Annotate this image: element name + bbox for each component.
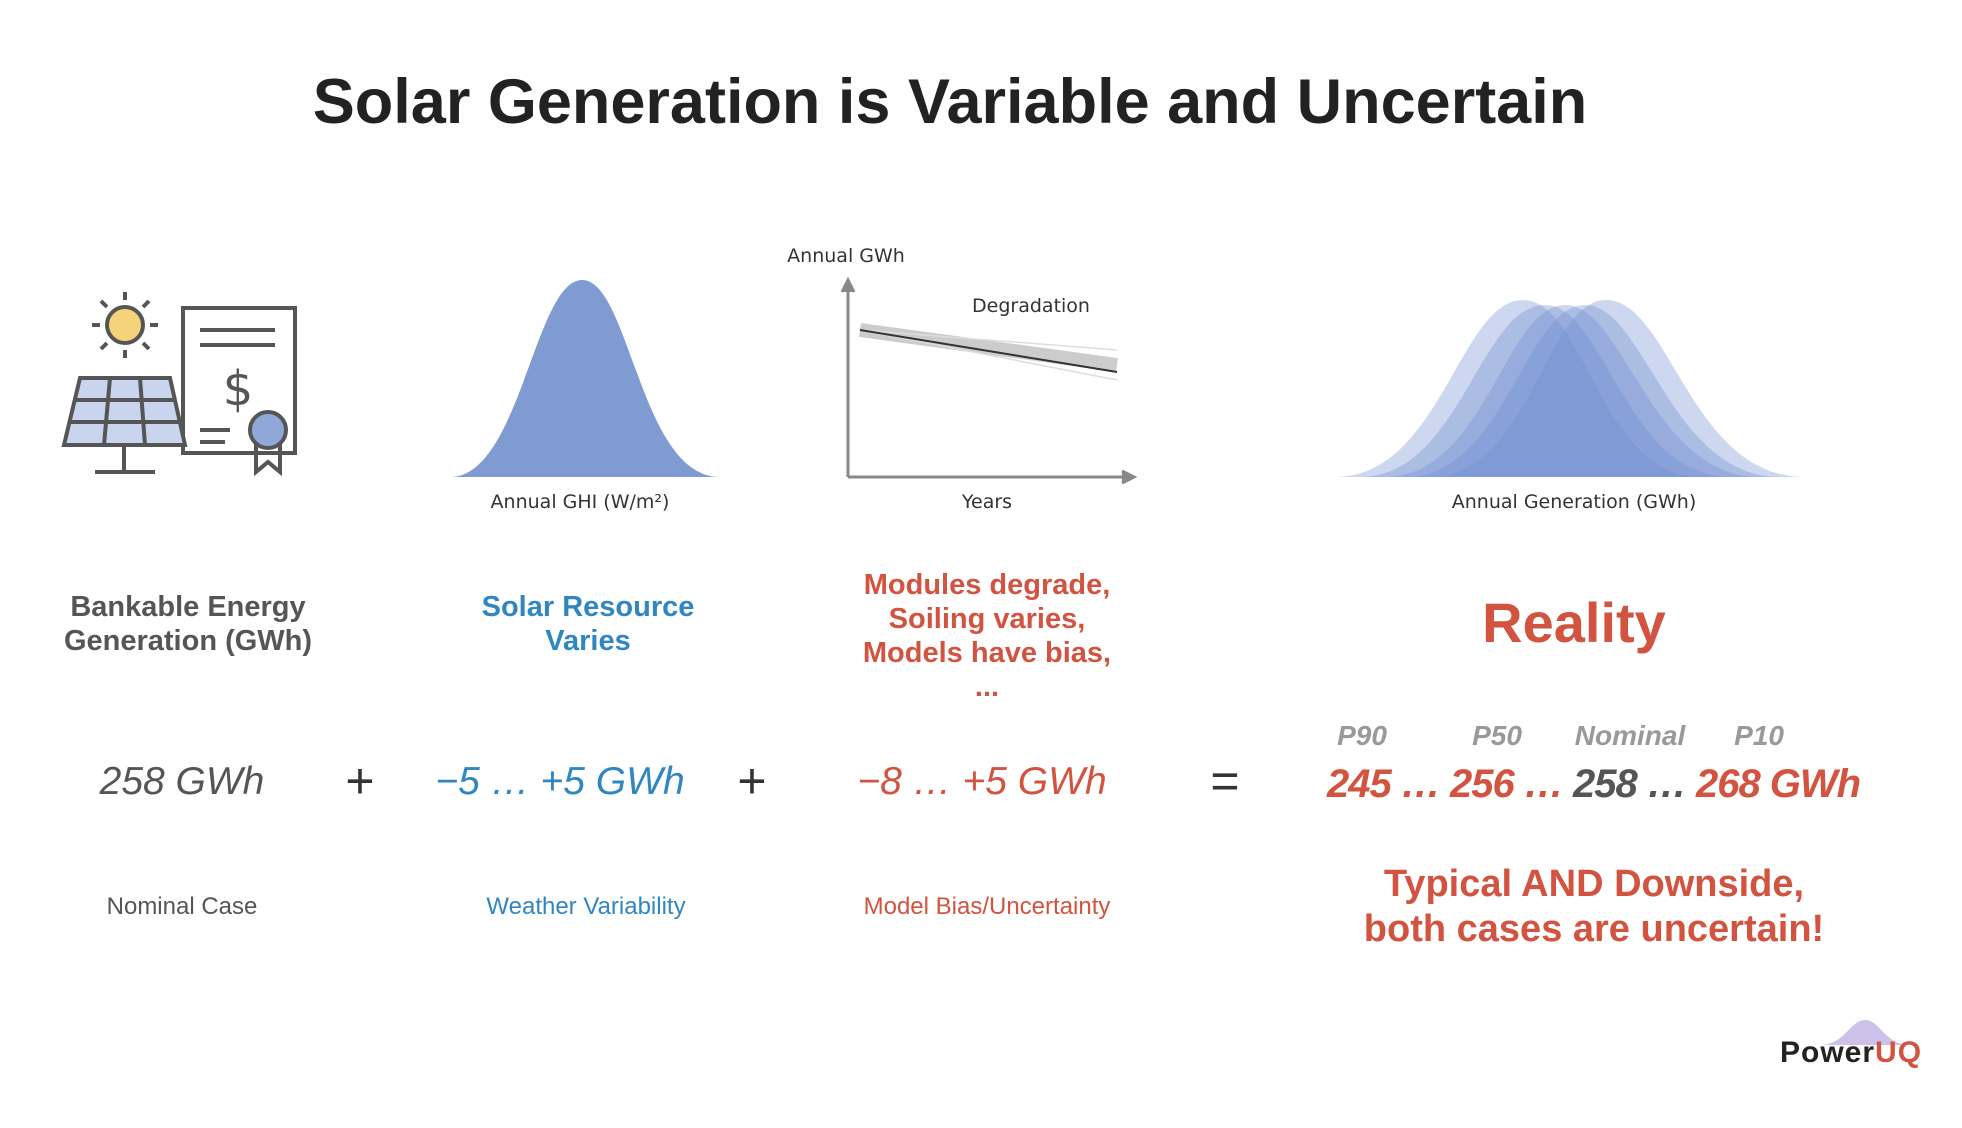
heading: Solar Resource Varies [482,590,695,658]
ghi-distribution [450,280,720,477]
logo-mark [1820,1020,1910,1045]
annotation: Degradation [972,295,1090,317]
text-line: Generation (GWh) [63,625,313,657]
value: 245 … [1327,762,1441,806]
operator: + [737,753,767,809]
operator: = [1210,753,1240,809]
solar-icon: $ [61,292,297,477]
text-line: Bankable Energy [70,591,306,623]
generation-distributions [1335,300,1805,477]
text-line: Typical AND Downside, [1383,863,1805,905]
text-line: UQ [1875,1036,1923,1069]
p-label: P10 [1734,720,1784,751]
svg-text:$: $ [223,361,254,417]
p-label: Nominal [1574,720,1686,751]
text-line: Varies [545,625,631,657]
ghi-label: Annual GHI (W/m²) [491,491,670,513]
reality-values: 245 … 256 … 258 … 268 GWh [1327,762,1861,807]
text-line: Modules degrade, [863,569,1111,601]
heading: Reality [1482,591,1666,654]
value: 268 GWh [1695,762,1861,806]
value: 258 … [1572,762,1687,806]
axis-label: Annual Generation (GWh) [1452,491,1697,513]
operator: + [345,753,375,809]
value: 258 GWh [99,760,265,803]
value: 256 … [1449,762,1564,806]
text-line: ... [974,671,1000,703]
p-label: P90 [1337,720,1387,751]
logo: PowerUQ [1780,1036,1922,1070]
value: −5 … +5 GWh [435,760,685,803]
p-label: P50 [1472,720,1522,751]
title: Solar Generation is Variable and Uncerta… [312,67,1588,137]
axis-label: Annual GWh [787,245,905,267]
heading: Modules degrade, Soiling varies, Models ha… [863,568,1111,704]
caption: Model Bias/Uncertainty [863,893,1111,920]
text-line: Power [1780,1036,1876,1069]
note: Typical AND Downside, both cases are unce… [1364,862,1824,952]
caption: Nominal Case [106,893,258,920]
value: −8 … +5 GWh [857,760,1107,803]
heading: Bankable Energy Generation (GWh) [64,590,312,658]
text-line: Models have bias, [862,637,1112,669]
text-line: both cases are uncertain! [1363,908,1825,950]
axis-label: Years [961,491,1012,513]
caption: Weather Variability [486,893,686,920]
text-line: Soiling varies, [888,603,1086,635]
text-line: Solar Resource [481,591,695,623]
degradation-chart [840,276,1138,485]
